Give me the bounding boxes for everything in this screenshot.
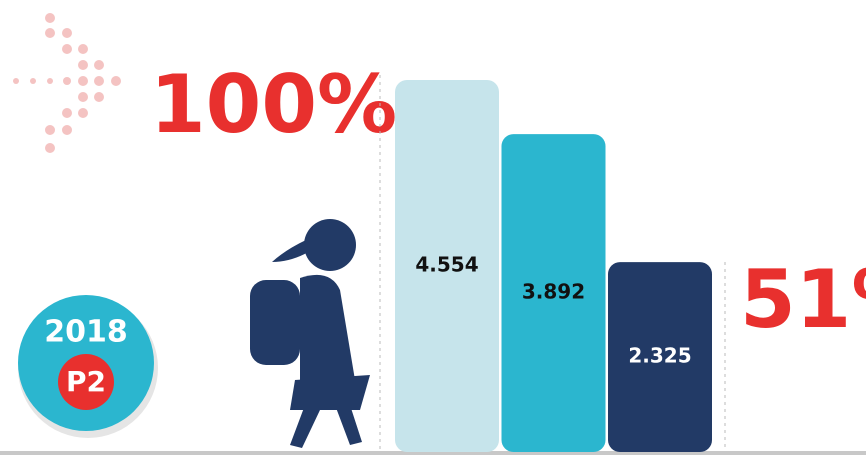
student-icon	[250, 219, 370, 448]
arrow-dots	[13, 13, 121, 153]
badge-year: 2018	[44, 315, 128, 350]
bar-value-label: 2.325	[628, 344, 691, 368]
badge-grade: P2	[66, 365, 106, 398]
bar-value-label: 3.892	[522, 280, 585, 304]
start-percent: 100%	[150, 58, 397, 151]
bar-value-label: 4.554	[415, 253, 478, 277]
chart: 100% 51% 2018 P2 4.554 3.892 2.325	[0, 0, 866, 457]
end-percent: 51%	[740, 253, 866, 346]
